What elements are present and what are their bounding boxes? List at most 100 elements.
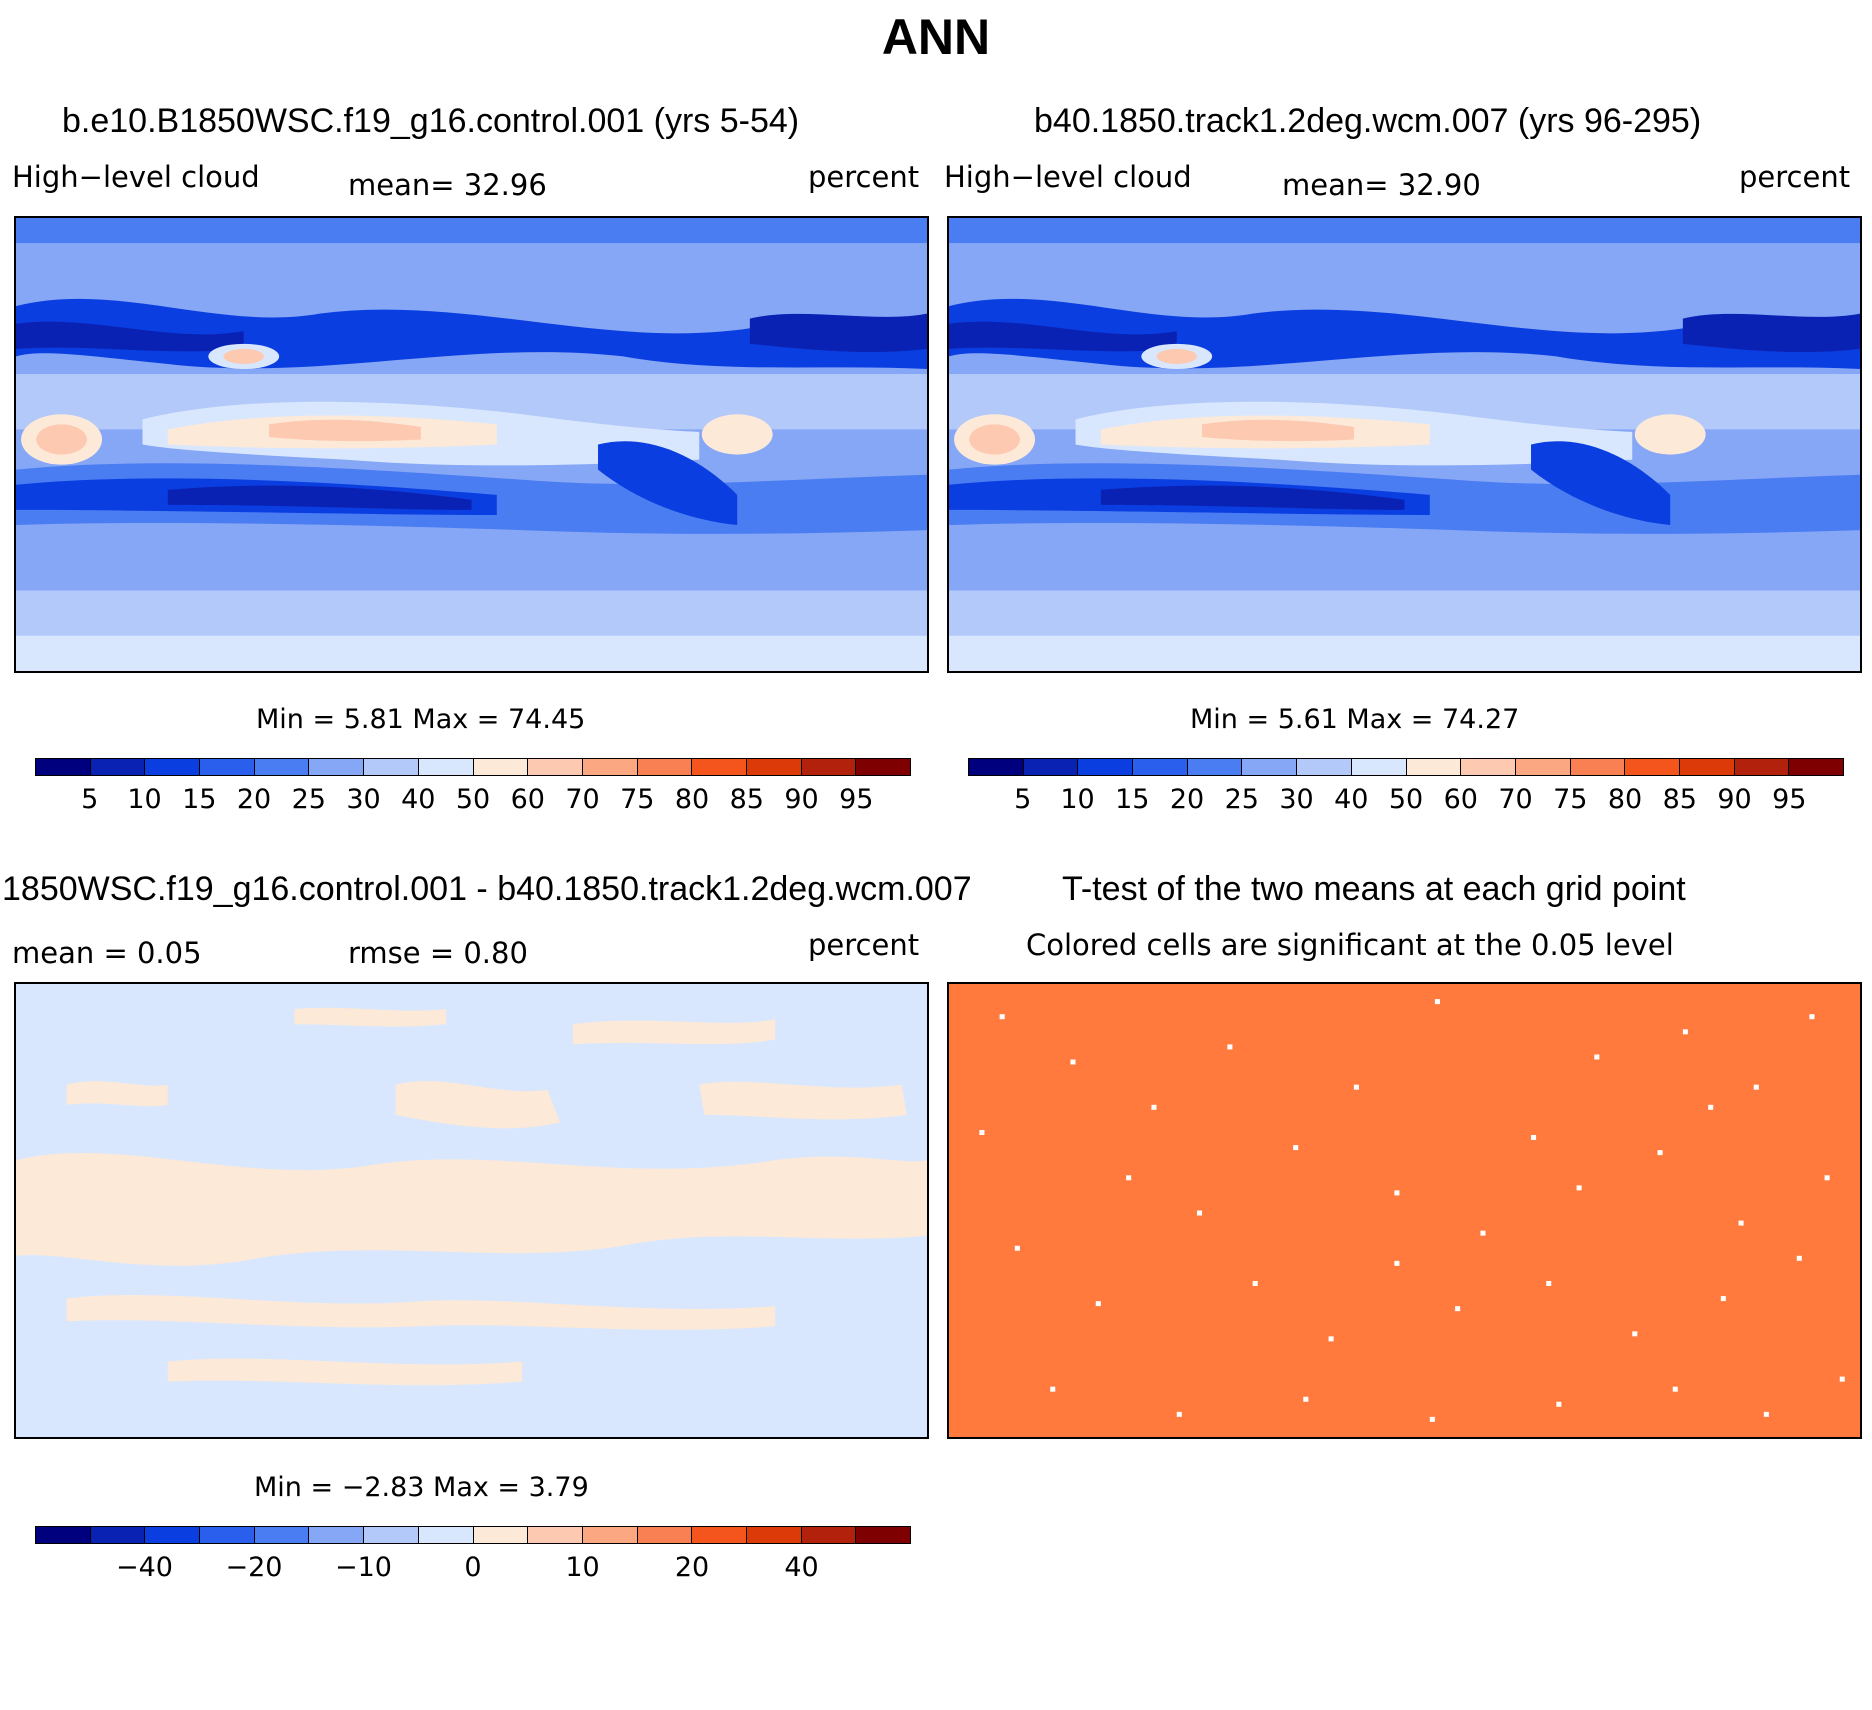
colorbar-tick-label: 75 <box>1553 784 1588 815</box>
colorbar-swatch <box>1297 759 1352 775</box>
colorbar-tick-label: 85 <box>1662 784 1697 815</box>
panel1-units: percent <box>808 160 920 194</box>
colorbar-tick-label: 70 <box>1498 784 1533 815</box>
panel1-minmax: Min = 5.81 Max = 74.45 <box>256 704 586 735</box>
colorbar-tick-label: 10 <box>127 784 162 815</box>
colorbar-tick-label: 70 <box>565 784 600 815</box>
panel2-map <box>947 216 1862 673</box>
colorbar-tick-label: 40 <box>401 784 436 815</box>
panel3-units: percent <box>808 928 920 962</box>
colorbar-tick-label: 10 <box>565 1552 600 1583</box>
colorbar-swatch <box>309 759 365 775</box>
panel4-subtitle: Colored cells are significant at the 0.0… <box>1026 928 1674 962</box>
colorbar-tick-label: 30 <box>1279 784 1314 815</box>
panel1-title: b.e10.B1850WSC.f19_g16.control.001 (yrs … <box>62 102 800 140</box>
colorbar-tick-label: 20 <box>674 1552 710 1583</box>
colorbar-tick-label: 95 <box>839 784 874 815</box>
colorbar-tick-label: 15 <box>182 784 217 815</box>
colorbar-tick-label: 60 <box>510 784 545 815</box>
colorbar-swatch <box>200 759 255 775</box>
colorbar-tick-label: 5 <box>81 784 99 815</box>
panel4-map <box>947 982 1862 1439</box>
panel3-title: 1850WSC.f19_g16.control.001 - b40.1850.t… <box>2 870 972 908</box>
colorbar-tick-label: 20 <box>236 784 272 815</box>
colorbar-swatch <box>200 1527 255 1543</box>
colorbar-swatch <box>473 1527 529 1543</box>
panel2-variable: High−level cloud <box>944 160 1192 194</box>
panel2-colorbar <box>968 758 1844 776</box>
colorbar-swatch <box>1461 759 1516 775</box>
colorbar-tick-label: 60 <box>1443 784 1478 815</box>
colorbar-tick-label: −20 <box>225 1552 283 1583</box>
colorbar-tick-label: 40 <box>1334 784 1369 815</box>
colorbar-swatch <box>1187 759 1243 775</box>
colorbar-swatch <box>692 759 747 775</box>
colorbar-swatch <box>1789 759 1843 775</box>
panel2-mean: mean= 32.90 <box>1282 168 1481 202</box>
colorbar-tick-label: 95 <box>1772 784 1807 815</box>
colorbar-swatch <box>309 1527 365 1543</box>
colorbar-swatch <box>801 1527 857 1543</box>
colorbar-swatch <box>856 1527 910 1543</box>
panel3-map <box>14 982 929 1439</box>
panel2-title: b40.1850.track1.2deg.wcm.007 (yrs 96-295… <box>1034 102 1702 140</box>
colorbar-tick-label: 20 <box>1169 784 1205 815</box>
colorbar-swatch <box>364 759 419 775</box>
colorbar-tick-label: 50 <box>1388 784 1424 815</box>
panel3-rmse: rmse = 0.80 <box>348 936 528 970</box>
panel3-colorbar <box>35 1526 911 1544</box>
colorbar-tick-label: 75 <box>620 784 655 815</box>
colorbar-tick-label: 30 <box>346 784 381 815</box>
colorbar-swatch <box>969 759 1024 775</box>
colorbar-tick-label: 50 <box>455 784 491 815</box>
panel3-mean: mean = 0.05 <box>12 936 202 970</box>
colorbar-swatch <box>418 759 474 775</box>
colorbar-swatch <box>90 1527 146 1543</box>
colorbar-swatch <box>36 1527 91 1543</box>
colorbar-swatch <box>36 759 91 775</box>
panel1-map <box>14 216 929 673</box>
colorbar-swatch <box>1570 759 1626 775</box>
colorbar-swatch <box>1734 759 1790 775</box>
colorbar-swatch <box>746 759 802 775</box>
colorbar-swatch <box>1023 759 1079 775</box>
colorbar-swatch <box>364 1527 419 1543</box>
colorbar-tick-label: 40 <box>784 1552 819 1583</box>
panel4-title: T-test of the two means at each grid poi… <box>1062 870 1686 908</box>
colorbar-tick-label: 80 <box>674 784 710 815</box>
colorbar-tick-label: 0 <box>464 1552 482 1583</box>
colorbar-swatch <box>1351 759 1407 775</box>
panel1-mean: mean= 32.96 <box>348 168 547 202</box>
panel2-minmax: Min = 5.61 Max = 74.27 <box>1190 704 1520 735</box>
colorbar-tick-label: 90 <box>784 784 819 815</box>
panel1-colorbar <box>35 758 911 776</box>
colorbar-swatch <box>582 759 638 775</box>
colorbar-swatch <box>1515 759 1571 775</box>
colorbar-tick-label: 25 <box>291 784 326 815</box>
colorbar-swatch <box>1679 759 1735 775</box>
colorbar-tick-label: −40 <box>116 1552 173 1583</box>
colorbar-tick-label: 15 <box>1115 784 1150 815</box>
colorbar-swatch <box>528 759 583 775</box>
panel3-minmax: Min = −2.83 Max = 3.79 <box>254 1472 589 1503</box>
colorbar-swatch <box>1242 759 1298 775</box>
panel1-variable: High−level cloud <box>12 160 260 194</box>
colorbar-tick-label: 10 <box>1060 784 1095 815</box>
colorbar-swatch <box>746 1527 802 1543</box>
colorbar-swatch <box>856 759 910 775</box>
colorbar-tick-label: −10 <box>335 1552 392 1583</box>
panel2-units: percent <box>1739 160 1851 194</box>
colorbar-tick-label: 80 <box>1607 784 1643 815</box>
colorbar-swatch <box>145 759 201 775</box>
colorbar-swatch <box>801 759 857 775</box>
colorbar-swatch <box>692 1527 747 1543</box>
colorbar-swatch <box>637 1527 693 1543</box>
colorbar-swatch <box>1133 759 1188 775</box>
colorbar-swatch <box>254 1527 310 1543</box>
colorbar-swatch <box>473 759 529 775</box>
colorbar-swatch <box>528 1527 583 1543</box>
colorbar-tick-label: 5 <box>1014 784 1032 815</box>
colorbar-tick-label: 25 <box>1224 784 1259 815</box>
figure-title: ANN <box>881 9 991 65</box>
colorbar-swatch <box>418 1527 474 1543</box>
